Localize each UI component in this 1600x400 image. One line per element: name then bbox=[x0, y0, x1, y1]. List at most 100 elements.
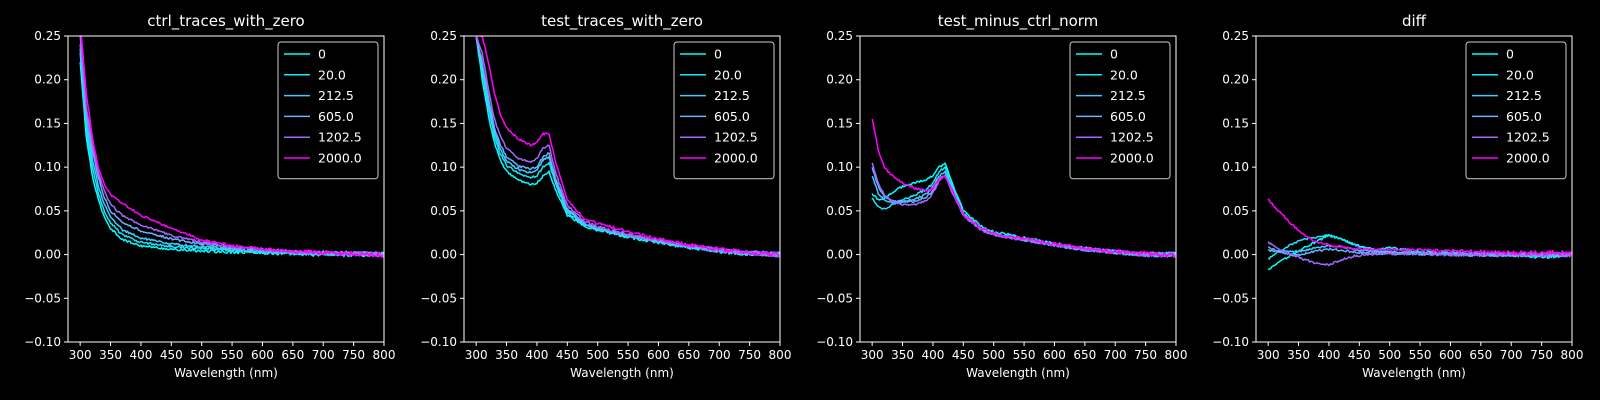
series-group bbox=[79, 36, 384, 258]
y-tick-label: −0.10 bbox=[24, 335, 61, 349]
legend: 0 20.0 212.5 605.0 1202.5 2000.0 bbox=[673, 41, 775, 180]
x-tick-label: 700 bbox=[1500, 348, 1523, 362]
chart-panel-3: 300 350 400 450 500 550 600 650 700 750 800 −0.10 −0… bbox=[816, 12, 1187, 380]
series-line-2000.0 bbox=[476, 36, 780, 257]
chart-panel-4: 300 350 400 450 500 550 600 650 700 750 800 −0.10 −0… bbox=[1212, 12, 1583, 380]
legend-label: 605.0 bbox=[1110, 109, 1146, 124]
x-tick-label: 500 bbox=[586, 348, 609, 362]
y-tick-label: 0.25 bbox=[430, 29, 457, 43]
x-tick-label: 650 bbox=[281, 348, 304, 362]
y-tick-label: 0.25 bbox=[1222, 29, 1249, 43]
legend-label: 212.5 bbox=[1506, 88, 1542, 103]
x-tick-label: 650 bbox=[677, 348, 700, 362]
x-tick-label: 600 bbox=[647, 348, 670, 362]
y-tick-label: 0.20 bbox=[430, 73, 457, 87]
y-tick-label: 0.20 bbox=[34, 73, 61, 87]
chart-title: test_minus_ctrl_norm bbox=[938, 12, 1099, 31]
legend-label: 2000.0 bbox=[1110, 151, 1154, 166]
legend-box bbox=[673, 41, 775, 180]
x-tick-label: 600 bbox=[1043, 348, 1066, 362]
x-tick-label: 800 bbox=[1561, 348, 1584, 362]
legend: 0 20.0 212.5 605.0 1202.5 2000.0 bbox=[277, 41, 379, 180]
chart-panel-1: 300 350 400 450 500 550 600 650 700 750 800 −0.10 −0… bbox=[24, 12, 395, 380]
y-tick-label: 0.00 bbox=[430, 248, 457, 262]
x-tick-label: 400 bbox=[921, 348, 944, 362]
y-tick-label: −0.10 bbox=[816, 335, 853, 349]
x-tick-label: 550 bbox=[1013, 348, 1036, 362]
x-tick-label: 500 bbox=[982, 348, 1005, 362]
legend-label: 605.0 bbox=[318, 109, 354, 124]
series-line-1202.5 bbox=[1267, 241, 1572, 267]
y-tick-label: −0.05 bbox=[816, 291, 853, 305]
x-tick-label: 750 bbox=[1530, 348, 1553, 362]
x-tick-label: 650 bbox=[1469, 348, 1492, 362]
axes-frame bbox=[67, 35, 385, 343]
x-axis-label: Wavelength (nm) bbox=[1362, 366, 1466, 380]
x-tick-label: 800 bbox=[1165, 348, 1188, 362]
y-tick-label: −0.05 bbox=[1212, 291, 1249, 305]
y-tick-label: 0.25 bbox=[826, 29, 853, 43]
x-tick-label: 400 bbox=[525, 348, 548, 362]
x-tick-label: 400 bbox=[1317, 348, 1340, 362]
x-tick-label: 450 bbox=[1348, 348, 1371, 362]
legend-label: 20.0 bbox=[1506, 67, 1534, 82]
x-tick-label: 350 bbox=[99, 348, 122, 362]
x-tick-label: 550 bbox=[617, 348, 640, 362]
x-tick-label: 700 bbox=[1104, 348, 1127, 362]
x-tick-label: 800 bbox=[373, 348, 396, 362]
y-tick-label: −0.05 bbox=[420, 291, 457, 305]
series-line-605.0 bbox=[1267, 246, 1572, 258]
y-tick-label: 0.15 bbox=[34, 116, 61, 130]
x-axis-label: Wavelength (nm) bbox=[570, 366, 674, 380]
x-tick-label: 650 bbox=[1073, 348, 1096, 362]
series-group bbox=[475, 36, 780, 258]
x-tick-label: 450 bbox=[952, 348, 975, 362]
x-tick-label: 600 bbox=[251, 348, 274, 362]
x-tick-label: 500 bbox=[190, 348, 213, 362]
axes-frame bbox=[1255, 35, 1573, 343]
x-tick-label: 300 bbox=[69, 348, 92, 362]
legend-label: 0 bbox=[714, 47, 722, 62]
y-tick-label: 0.15 bbox=[1222, 116, 1249, 130]
x-tick-label: 750 bbox=[1134, 348, 1157, 362]
x-tick-label: 350 bbox=[495, 348, 518, 362]
y-tick-label: 0.00 bbox=[826, 248, 853, 262]
x-tick-label: 500 bbox=[1378, 348, 1401, 362]
x-tick-label: 750 bbox=[342, 348, 365, 362]
x-tick-label: 350 bbox=[891, 348, 914, 362]
y-tick-label: 0.10 bbox=[34, 160, 61, 174]
legend-label: 2000.0 bbox=[1506, 151, 1550, 166]
series-line-2000.0 bbox=[871, 118, 1176, 258]
legend-label: 1202.5 bbox=[318, 130, 362, 145]
series-line-2000.0 bbox=[80, 36, 384, 258]
legend: 0 20.0 212.5 605.0 1202.5 2000.0 bbox=[1465, 41, 1567, 180]
legend-label: 605.0 bbox=[1506, 109, 1542, 124]
x-axis-label: Wavelength (nm) bbox=[174, 366, 278, 380]
y-tick-label: −0.05 bbox=[24, 291, 61, 305]
chart-title: diff bbox=[1402, 12, 1427, 30]
x-tick-label: 450 bbox=[160, 348, 183, 362]
x-tick-label: 300 bbox=[1257, 348, 1280, 362]
legend: 0 20.0 212.5 605.0 1202.5 2000.0 bbox=[1069, 41, 1171, 180]
x-tick-label: 600 bbox=[1439, 348, 1462, 362]
legend-label: 2000.0 bbox=[318, 151, 362, 166]
y-tick-label: 0.15 bbox=[826, 116, 853, 130]
legend-label: 0 bbox=[1506, 47, 1514, 62]
x-tick-label: 300 bbox=[465, 348, 488, 362]
y-tick-label: 0.00 bbox=[34, 248, 61, 262]
axes-frame bbox=[463, 35, 781, 343]
legend-label: 212.5 bbox=[318, 88, 354, 103]
legend-box bbox=[277, 41, 379, 180]
y-tick-label: 0.05 bbox=[34, 204, 61, 218]
y-tick-label: 0.10 bbox=[826, 160, 853, 174]
legend-label: 212.5 bbox=[1110, 88, 1146, 103]
legend-label: 0 bbox=[318, 47, 326, 62]
legend-label: 20.0 bbox=[714, 67, 742, 82]
x-tick-label: 300 bbox=[861, 348, 884, 362]
y-tick-label: 0.05 bbox=[1222, 204, 1249, 218]
legend-label: 0 bbox=[1110, 47, 1118, 62]
y-tick-label: 0.20 bbox=[826, 73, 853, 87]
legend-label: 1202.5 bbox=[1110, 130, 1154, 145]
legend-label: 20.0 bbox=[1110, 67, 1138, 82]
y-tick-label: 0.15 bbox=[430, 116, 457, 130]
